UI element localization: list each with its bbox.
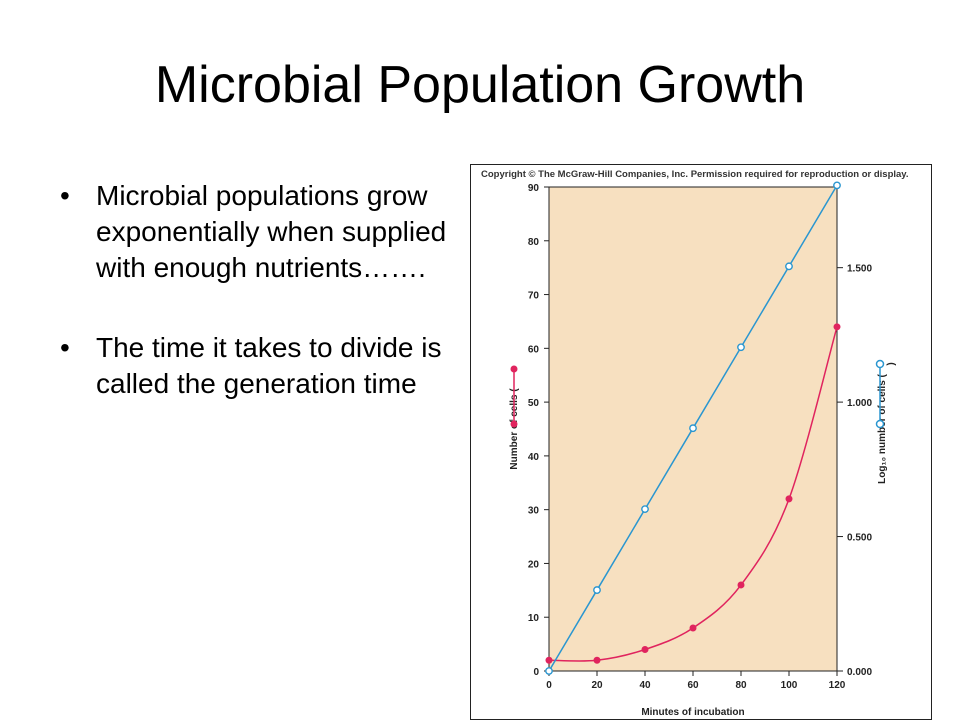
data-point-cell-count <box>641 645 649 653</box>
y-left-tick-label: 70 <box>528 291 540 302</box>
bullet-item: • The time it takes to divide is called … <box>60 330 460 402</box>
y-right-tick-label: 0.000 <box>847 667 872 678</box>
data-point-log-count <box>641 505 649 514</box>
y-left-tick-label: 20 <box>528 559 540 570</box>
bullet-dot: • <box>60 332 70 363</box>
bullet-text: Microbial populations grow exponentially… <box>96 180 447 283</box>
bullet-dot: • <box>60 180 70 211</box>
legend-key-dot-left <box>510 420 518 428</box>
x-tick-label: 100 <box>781 680 798 691</box>
growth-chart-figure: Copyright © The McGraw-Hill Companies, I… <box>470 164 932 720</box>
x-tick-label: 0 <box>546 680 552 691</box>
y-left-tick-label: 30 <box>528 506 540 517</box>
copyright-notice: Copyright © The McGraw-Hill Companies, I… <box>481 169 909 180</box>
y-left-tick-label: 80 <box>528 237 540 248</box>
y-left-tick-label: 60 <box>528 344 540 355</box>
bullet-list: • Microbial populations grow exponential… <box>60 178 460 446</box>
y-left-tick-label: 40 <box>528 452 540 463</box>
data-point-log-count <box>689 424 697 433</box>
x-axis-label: Minutes of incubation <box>641 707 744 718</box>
y-right-axis-label: Log₁₀ number of cells ( <box>877 373 888 483</box>
x-tick-label: 80 <box>735 680 747 691</box>
legend-key-paren: ) <box>886 362 897 365</box>
legend-key-dot-left <box>510 365 518 373</box>
y-right-tick-label: 1.000 <box>847 398 872 409</box>
data-point-cell-count <box>545 656 553 664</box>
x-tick-label: 120 <box>829 680 846 691</box>
data-point-log-count <box>737 343 745 352</box>
x-tick-label: 20 <box>591 680 603 691</box>
data-point-log-count <box>833 181 841 190</box>
x-tick-label: 60 <box>687 680 699 691</box>
legend-key-dot-right <box>875 359 885 369</box>
data-point-log-count <box>785 262 793 271</box>
data-point-cell-count <box>593 656 601 664</box>
data-point-log-count <box>593 586 601 594</box>
slide-title: Microbial Population Growth <box>154 56 806 114</box>
y-right-tick-label: 1.500 <box>847 264 872 275</box>
x-tick-label: 40 <box>639 680 651 691</box>
bullet-text: The time it takes to divide is called th… <box>96 332 442 399</box>
bullet-item: • Microbial populations grow exponential… <box>60 178 460 286</box>
y-left-tick-label: 50 <box>528 398 540 409</box>
data-point-cell-count <box>833 323 841 331</box>
growth-chart: 0 20 40 60 80 100 120 0 10 20 30 40 50 60 70 80 90 0.000 0… <box>509 181 897 718</box>
y-left-tick-label: 0 <box>533 667 539 678</box>
data-point-cell-count <box>689 624 697 632</box>
data-point-cell-count <box>785 495 793 503</box>
y-left-axis-label: Number of cells ( <box>509 388 520 470</box>
y-left-tick-label: 90 <box>528 183 540 194</box>
data-point-cell-count <box>737 581 745 589</box>
data-point-log-count <box>545 667 553 675</box>
y-right-tick-label: 0.500 <box>847 533 872 544</box>
y-left-tick-label: 10 <box>528 613 540 624</box>
legend-key-dot-right <box>875 419 885 429</box>
